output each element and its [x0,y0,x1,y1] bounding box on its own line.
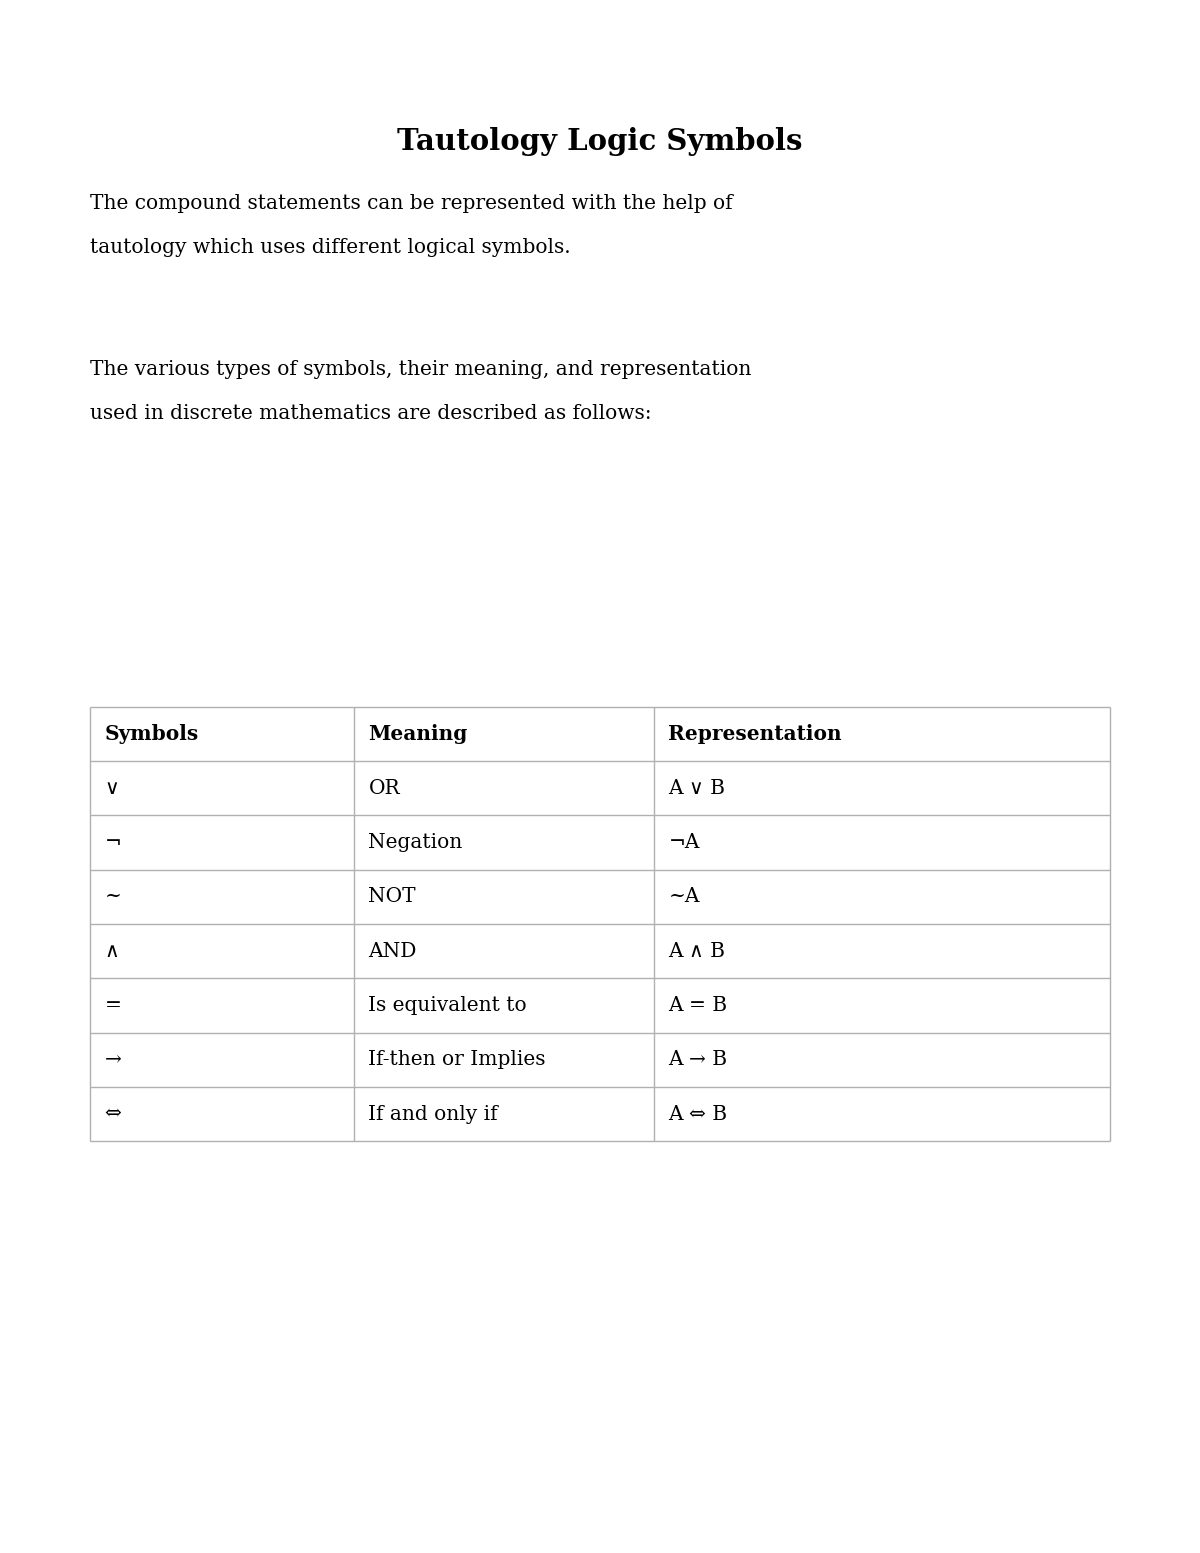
Text: A ∧ B: A ∧ B [668,941,726,961]
Text: NOT: NOT [368,887,416,907]
Text: A ∨ B: A ∨ B [668,778,726,798]
Text: AND: AND [368,941,416,961]
Text: ~A: ~A [668,887,700,907]
Text: The compound statements can be represented with the help of: The compound statements can be represent… [90,194,733,213]
Text: ~: ~ [104,887,121,907]
Text: Tautology Logic Symbols: Tautology Logic Symbols [397,127,803,157]
Text: ¬A: ¬A [668,832,700,853]
Text: ∨: ∨ [104,778,119,798]
Text: Meaning: Meaning [368,724,468,744]
Text: A → B: A → B [668,1050,727,1070]
Text: →: → [104,1050,121,1070]
Text: tautology which uses different logical symbols.: tautology which uses different logical s… [90,238,571,256]
Text: ⇔: ⇔ [104,1104,121,1124]
Text: Is equivalent to: Is equivalent to [368,995,527,1016]
Text: OR: OR [368,778,400,798]
Text: If and only if: If and only if [368,1104,498,1124]
Text: ∧: ∧ [104,941,119,961]
Text: If-then or Implies: If-then or Implies [368,1050,546,1070]
Text: used in discrete mathematics are described as follows:: used in discrete mathematics are describ… [90,404,652,422]
Text: ¬: ¬ [104,832,121,853]
Text: Representation: Representation [668,724,842,744]
Text: The various types of symbols, their meaning, and representation: The various types of symbols, their mean… [90,360,751,379]
Text: A ⇔ B: A ⇔ B [668,1104,727,1124]
Text: A = B: A = B [668,995,727,1016]
Text: Negation: Negation [368,832,463,853]
Text: =: = [104,995,121,1016]
Text: Symbols: Symbols [104,724,199,744]
